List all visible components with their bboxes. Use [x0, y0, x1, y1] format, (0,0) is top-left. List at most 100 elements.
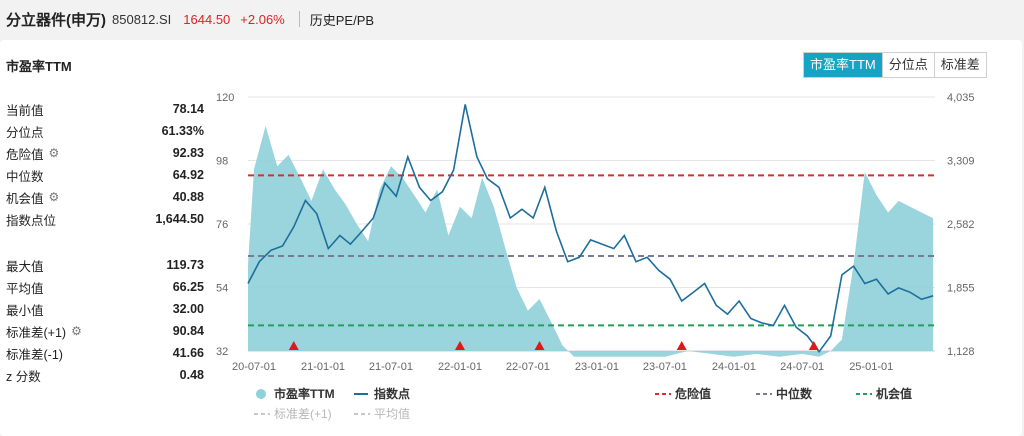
triangle-marker — [676, 341, 687, 350]
index-change: +2.06% — [240, 11, 285, 27]
stat-row: 分位点 61.33% — [6, 120, 204, 142]
x-tick-label: 22-07-01 — [506, 361, 550, 373]
stat-row: 标准差(-1) 41.66 — [6, 342, 204, 364]
stat-label-text: 当前值 — [6, 103, 44, 118]
tab-std-dev[interactable]: 标准差 — [933, 53, 986, 77]
stat-value: 40.88 — [172, 190, 204, 204]
stat-value: 119.73 — [166, 258, 204, 272]
stat-value: 64.92 — [172, 168, 204, 182]
stat-label: 平均值 — [6, 278, 44, 297]
triangle-marker — [288, 341, 299, 350]
stat-label-text: 标准差(+1) — [6, 325, 67, 340]
x-tick-label: 20-07-01 — [232, 361, 276, 373]
tab-pe-ttm[interactable]: 市盈率TTM — [804, 53, 882, 77]
stat-value: 1,644.50 — [155, 212, 204, 226]
stat-label: 指数点位 — [6, 210, 56, 229]
y-right-tick-label: 4,035 — [947, 92, 975, 104]
settings-gear-icon[interactable]: ⚙ — [71, 324, 82, 338]
legend-swatch — [256, 389, 266, 399]
y-right-tick-label: 2,582 — [947, 219, 975, 231]
index-title: 分立器件(申万) — [6, 11, 106, 29]
stat-value: 32.00 — [172, 302, 204, 316]
stat-label-text: 最小值 — [6, 303, 44, 318]
legend-label: 标准差(+1) — [274, 407, 332, 421]
stat-row: 当前值 78.14 — [6, 98, 204, 120]
stat-label: 中位数 — [6, 166, 44, 185]
triangle-marker — [534, 341, 545, 350]
stat-value: 78.14 — [172, 102, 204, 116]
settings-gear-icon[interactable]: ⚙ — [48, 190, 60, 204]
x-tick-label: 23-01-01 — [575, 361, 619, 373]
y-right-tick-label: 3,309 — [947, 155, 975, 167]
y-left-tick-label: 120 — [216, 92, 234, 104]
stat-label-text: 平均值 — [6, 281, 44, 296]
stat-value: 66.25 — [172, 280, 204, 294]
y-left-tick-label: 32 — [216, 346, 228, 358]
stat-label: 最大值 — [6, 256, 44, 275]
stat-value: 92.83 — [172, 146, 204, 160]
x-tick-label: 21-01-01 — [301, 361, 345, 373]
index-price: 1644.50 — [183, 11, 231, 27]
subtitle-link[interactable]: 历史PE/PB — [309, 12, 375, 28]
stat-row: 机会值 ⚙ 40.88 — [6, 186, 204, 208]
stat-value: 0.48 — [179, 368, 204, 382]
stat-label-text: z 分数 — [6, 369, 41, 384]
stat-label: 分位点 — [6, 122, 44, 141]
legend-label: 平均值 — [374, 406, 410, 421]
legend-label: 指数点 — [374, 386, 410, 401]
stat-label-text: 指数点位 — [6, 213, 57, 228]
stat-row: 指数点位 1,644.50 — [6, 208, 204, 230]
stat-label-text: 危险值 — [6, 147, 44, 162]
stat-row: 平均值 66.25 — [6, 276, 204, 298]
stat-label: z 分数 — [6, 366, 41, 385]
stat-label: 标准差(+1) ⚙ — [6, 322, 82, 341]
stat-label: 当前值 — [6, 100, 44, 119]
x-tick-label: 21-07-01 — [369, 361, 413, 373]
stat-label: 最小值 — [6, 300, 44, 319]
series-pe-area — [248, 125, 934, 357]
y-left-tick-label: 98 — [216, 156, 228, 168]
tab-percentile[interactable]: 分位点 — [881, 53, 934, 77]
x-tick-label: 24-01-01 — [712, 361, 756, 373]
stat-label-text: 机会值 — [6, 191, 44, 206]
y-left-tick-label: 54 — [216, 283, 228, 295]
stat-row: 最小值 32.00 — [6, 298, 204, 320]
index-code: 850812.SI — [112, 11, 172, 27]
triangle-marker — [454, 341, 465, 350]
panel-title: 市盈率TTM — [6, 59, 72, 74]
stat-row: 最大值 119.73 — [6, 254, 204, 276]
x-tick-label: 23-07-01 — [643, 361, 687, 373]
stat-value: 61.33% — [161, 124, 204, 138]
stat-row: 标准差(+1) ⚙ 90.84 — [6, 320, 204, 342]
x-tick-label: 22-01-01 — [438, 361, 482, 373]
header-divider — [298, 11, 300, 27]
legend-label: 危险值 — [674, 386, 711, 401]
stat-label-text: 最大值 — [6, 259, 44, 274]
y-right-tick-label: 1,128 — [947, 346, 975, 358]
settings-gear-icon[interactable]: ⚙ — [48, 146, 60, 160]
triangle-marker — [808, 341, 819, 350]
y-left-tick-label: 76 — [216, 219, 228, 231]
stat-label: 标准差(-1) — [6, 344, 63, 363]
stat-row: z 分数 0.48 — [6, 364, 204, 386]
valuation-panel: 市盈率TTM 市盈率TTM 分位点 标准差 当前值 78.14 分位点 61.33% 危… — [0, 40, 1022, 436]
y-right-tick-label: 1,855 — [947, 282, 975, 294]
stat-label: 危险值 ⚙ — [6, 144, 59, 163]
legend-label: 机会值 — [876, 386, 912, 401]
metric-tabs: 市盈率TTM 分位点 标准差 — [803, 52, 987, 78]
stat-value: 90.84 — [172, 324, 204, 338]
legend-label: 市盈率TTM — [274, 386, 335, 401]
stat-label-text: 分位点 — [6, 125, 44, 140]
legend-label: 中位数 — [776, 386, 813, 401]
series-index-line — [247, 104, 934, 354]
x-tick-label: 24-07-01 — [780, 361, 824, 373]
header-bar: 分立器件(申万) 850812.SI 1644.50 +2.06% 历史PE/P… — [0, 0, 1024, 38]
stat-row: 中位数 64.92 — [6, 164, 204, 186]
stat-value: 41.66 — [172, 346, 204, 360]
stat-label-text: 标准差(-1) — [6, 347, 63, 362]
stat-row: 危险值 ⚙ 92.83 — [6, 142, 204, 164]
stat-label: 机会值 ⚙ — [6, 188, 59, 207]
x-tick-label: 25-01-01 — [849, 361, 893, 373]
stat-label-text: 中位数 — [6, 169, 44, 184]
